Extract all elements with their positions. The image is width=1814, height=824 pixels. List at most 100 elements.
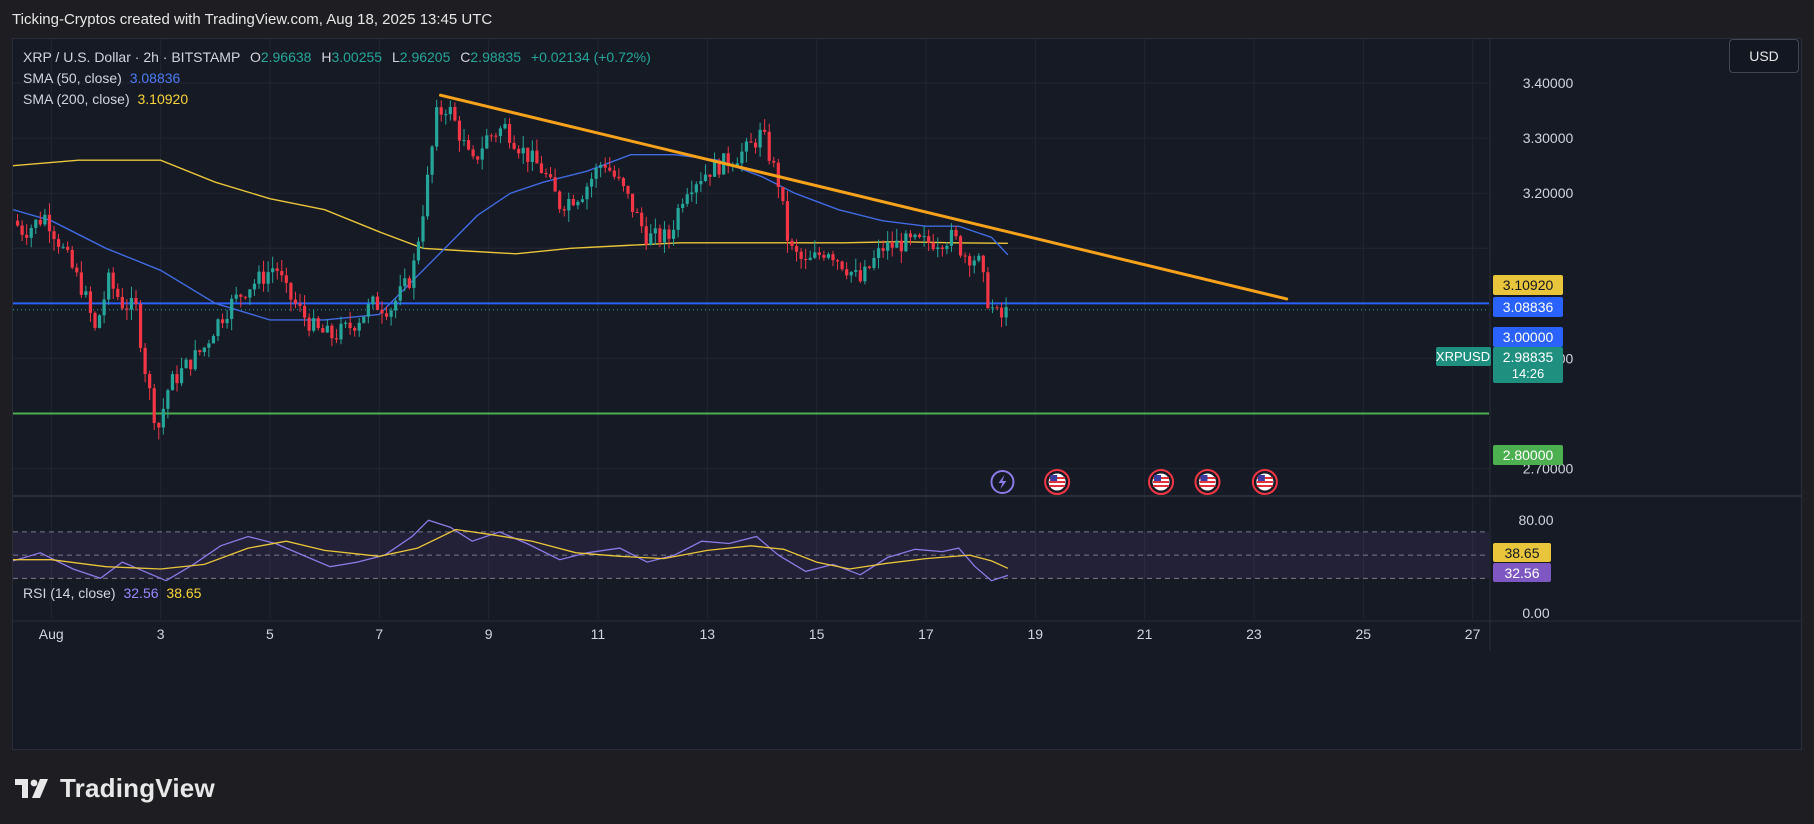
candle-up bbox=[271, 268, 275, 273]
candle-up bbox=[949, 229, 954, 246]
price-label-last: 2.98835 bbox=[1503, 349, 1554, 365]
candle-down bbox=[840, 261, 844, 270]
candle-down bbox=[548, 174, 553, 178]
candle-down bbox=[148, 374, 152, 389]
footer-brand[interactable]: TradingView bbox=[14, 770, 215, 806]
rsi-label-box bbox=[1493, 563, 1551, 582]
candle-up bbox=[129, 297, 134, 310]
candle-down bbox=[88, 291, 93, 313]
candle-down bbox=[512, 142, 516, 149]
candle-down bbox=[790, 240, 794, 247]
candle-up bbox=[161, 408, 165, 428]
sma200-legend-row[interactable]: SMA (200, close) 3.10920 bbox=[23, 89, 651, 110]
candle-down bbox=[220, 319, 225, 324]
candle-up bbox=[225, 318, 229, 324]
rsi-value: 32.56 bbox=[123, 585, 159, 601]
candle-down bbox=[644, 226, 648, 245]
candle-down bbox=[539, 163, 544, 174]
candle-down bbox=[804, 259, 808, 261]
candle-down bbox=[321, 328, 325, 333]
candle-up bbox=[425, 174, 430, 217]
currency-button[interactable]: USD bbox=[1729, 39, 1799, 73]
candle-down bbox=[822, 255, 826, 258]
candle-up bbox=[403, 278, 407, 287]
candle-up bbox=[312, 318, 316, 331]
tradingview-logo-icon bbox=[15, 779, 48, 798]
candle-up bbox=[694, 184, 698, 193]
candle-down bbox=[571, 199, 575, 206]
candle-down bbox=[476, 156, 480, 160]
candle-down bbox=[640, 212, 644, 227]
candle-up bbox=[990, 307, 995, 309]
candle-down bbox=[453, 107, 457, 121]
candle-down bbox=[717, 160, 721, 175]
candle-up bbox=[886, 242, 890, 251]
us-flag-icon[interactable] bbox=[1251, 469, 1278, 495]
candle-down bbox=[261, 271, 266, 284]
candle-up bbox=[649, 233, 653, 245]
sma200-label: SMA (200, close) bbox=[23, 91, 130, 107]
candle-down bbox=[817, 252, 821, 256]
price-axis-tick: 3.40000 bbox=[1523, 75, 1574, 91]
us-flag-icon[interactable] bbox=[1044, 469, 1071, 495]
candle-up bbox=[371, 296, 375, 305]
tradingview-brand-text: TradingView bbox=[60, 772, 215, 803]
rsi-label: RSI (14, close) bbox=[23, 585, 116, 601]
candle-up bbox=[43, 214, 47, 225]
price-label-support: 2.80000 bbox=[1503, 447, 1554, 463]
candle-down bbox=[858, 270, 862, 282]
candle-up bbox=[567, 199, 571, 211]
candle-down bbox=[457, 120, 462, 141]
symbol-label[interactable]: XRP / U.S. Dollar · 2h · BITSTAMP bbox=[23, 49, 241, 65]
candle-down bbox=[749, 141, 753, 143]
rsi-legend[interactable]: RSI (14, close) 32.56 38.65 bbox=[23, 585, 201, 601]
candle-down bbox=[753, 142, 758, 148]
candle-down bbox=[293, 299, 298, 304]
candle-down bbox=[157, 422, 161, 428]
us-flag-icon[interactable] bbox=[1148, 469, 1174, 495]
candle-down bbox=[617, 176, 621, 179]
candle-up bbox=[599, 164, 603, 168]
candle-down bbox=[927, 236, 931, 243]
candle-down bbox=[70, 249, 74, 268]
open-value: 2.96638 bbox=[260, 49, 312, 65]
close-value: 2.98835 bbox=[470, 49, 521, 65]
us-flag-icon-stripe bbox=[1049, 481, 1066, 483]
rsi-ma-line bbox=[13, 528, 1009, 570]
candle-down bbox=[658, 228, 662, 243]
candle-down bbox=[66, 246, 70, 250]
rsi-ma-label-box bbox=[1493, 543, 1551, 562]
candle-down bbox=[38, 219, 42, 225]
candle-down bbox=[302, 305, 307, 318]
candle-down bbox=[384, 313, 389, 317]
candle-down bbox=[298, 303, 302, 306]
candle-up bbox=[416, 241, 421, 261]
candle-down bbox=[334, 338, 339, 340]
candle-down bbox=[931, 242, 935, 250]
candle-up bbox=[207, 343, 211, 348]
candle-down bbox=[198, 350, 202, 353]
sma50-value: 3.08836 bbox=[129, 70, 181, 86]
candle-down bbox=[763, 129, 767, 132]
candle-down bbox=[507, 124, 512, 143]
candle-up bbox=[521, 147, 525, 154]
lightning-icon[interactable] bbox=[990, 470, 1015, 494]
candle-up bbox=[202, 347, 206, 353]
sma50-legend-row[interactable]: SMA (50, close) 3.08836 bbox=[23, 68, 651, 89]
candle-up bbox=[530, 150, 534, 162]
candle-down bbox=[407, 278, 411, 288]
candle-up bbox=[585, 186, 589, 200]
chart-area[interactable]: 3.400003.300003.200002.900002.700003.109… bbox=[12, 38, 1802, 750]
price-chart-svg[interactable]: 3.400003.300003.200002.900002.700003.109… bbox=[13, 39, 1802, 750]
candle-down bbox=[785, 201, 790, 241]
candle-down bbox=[963, 255, 967, 257]
us-flag-icon-canton bbox=[1154, 475, 1161, 481]
candle-up bbox=[102, 299, 106, 316]
us-flag-icon[interactable] bbox=[1194, 469, 1221, 495]
rsi-axis-tick: 0.00 bbox=[1522, 605, 1549, 621]
candle-down bbox=[794, 246, 799, 252]
close-label: C bbox=[460, 49, 471, 65]
candle-down bbox=[152, 388, 156, 423]
candle-down bbox=[330, 325, 334, 339]
candle-down bbox=[999, 307, 1004, 318]
